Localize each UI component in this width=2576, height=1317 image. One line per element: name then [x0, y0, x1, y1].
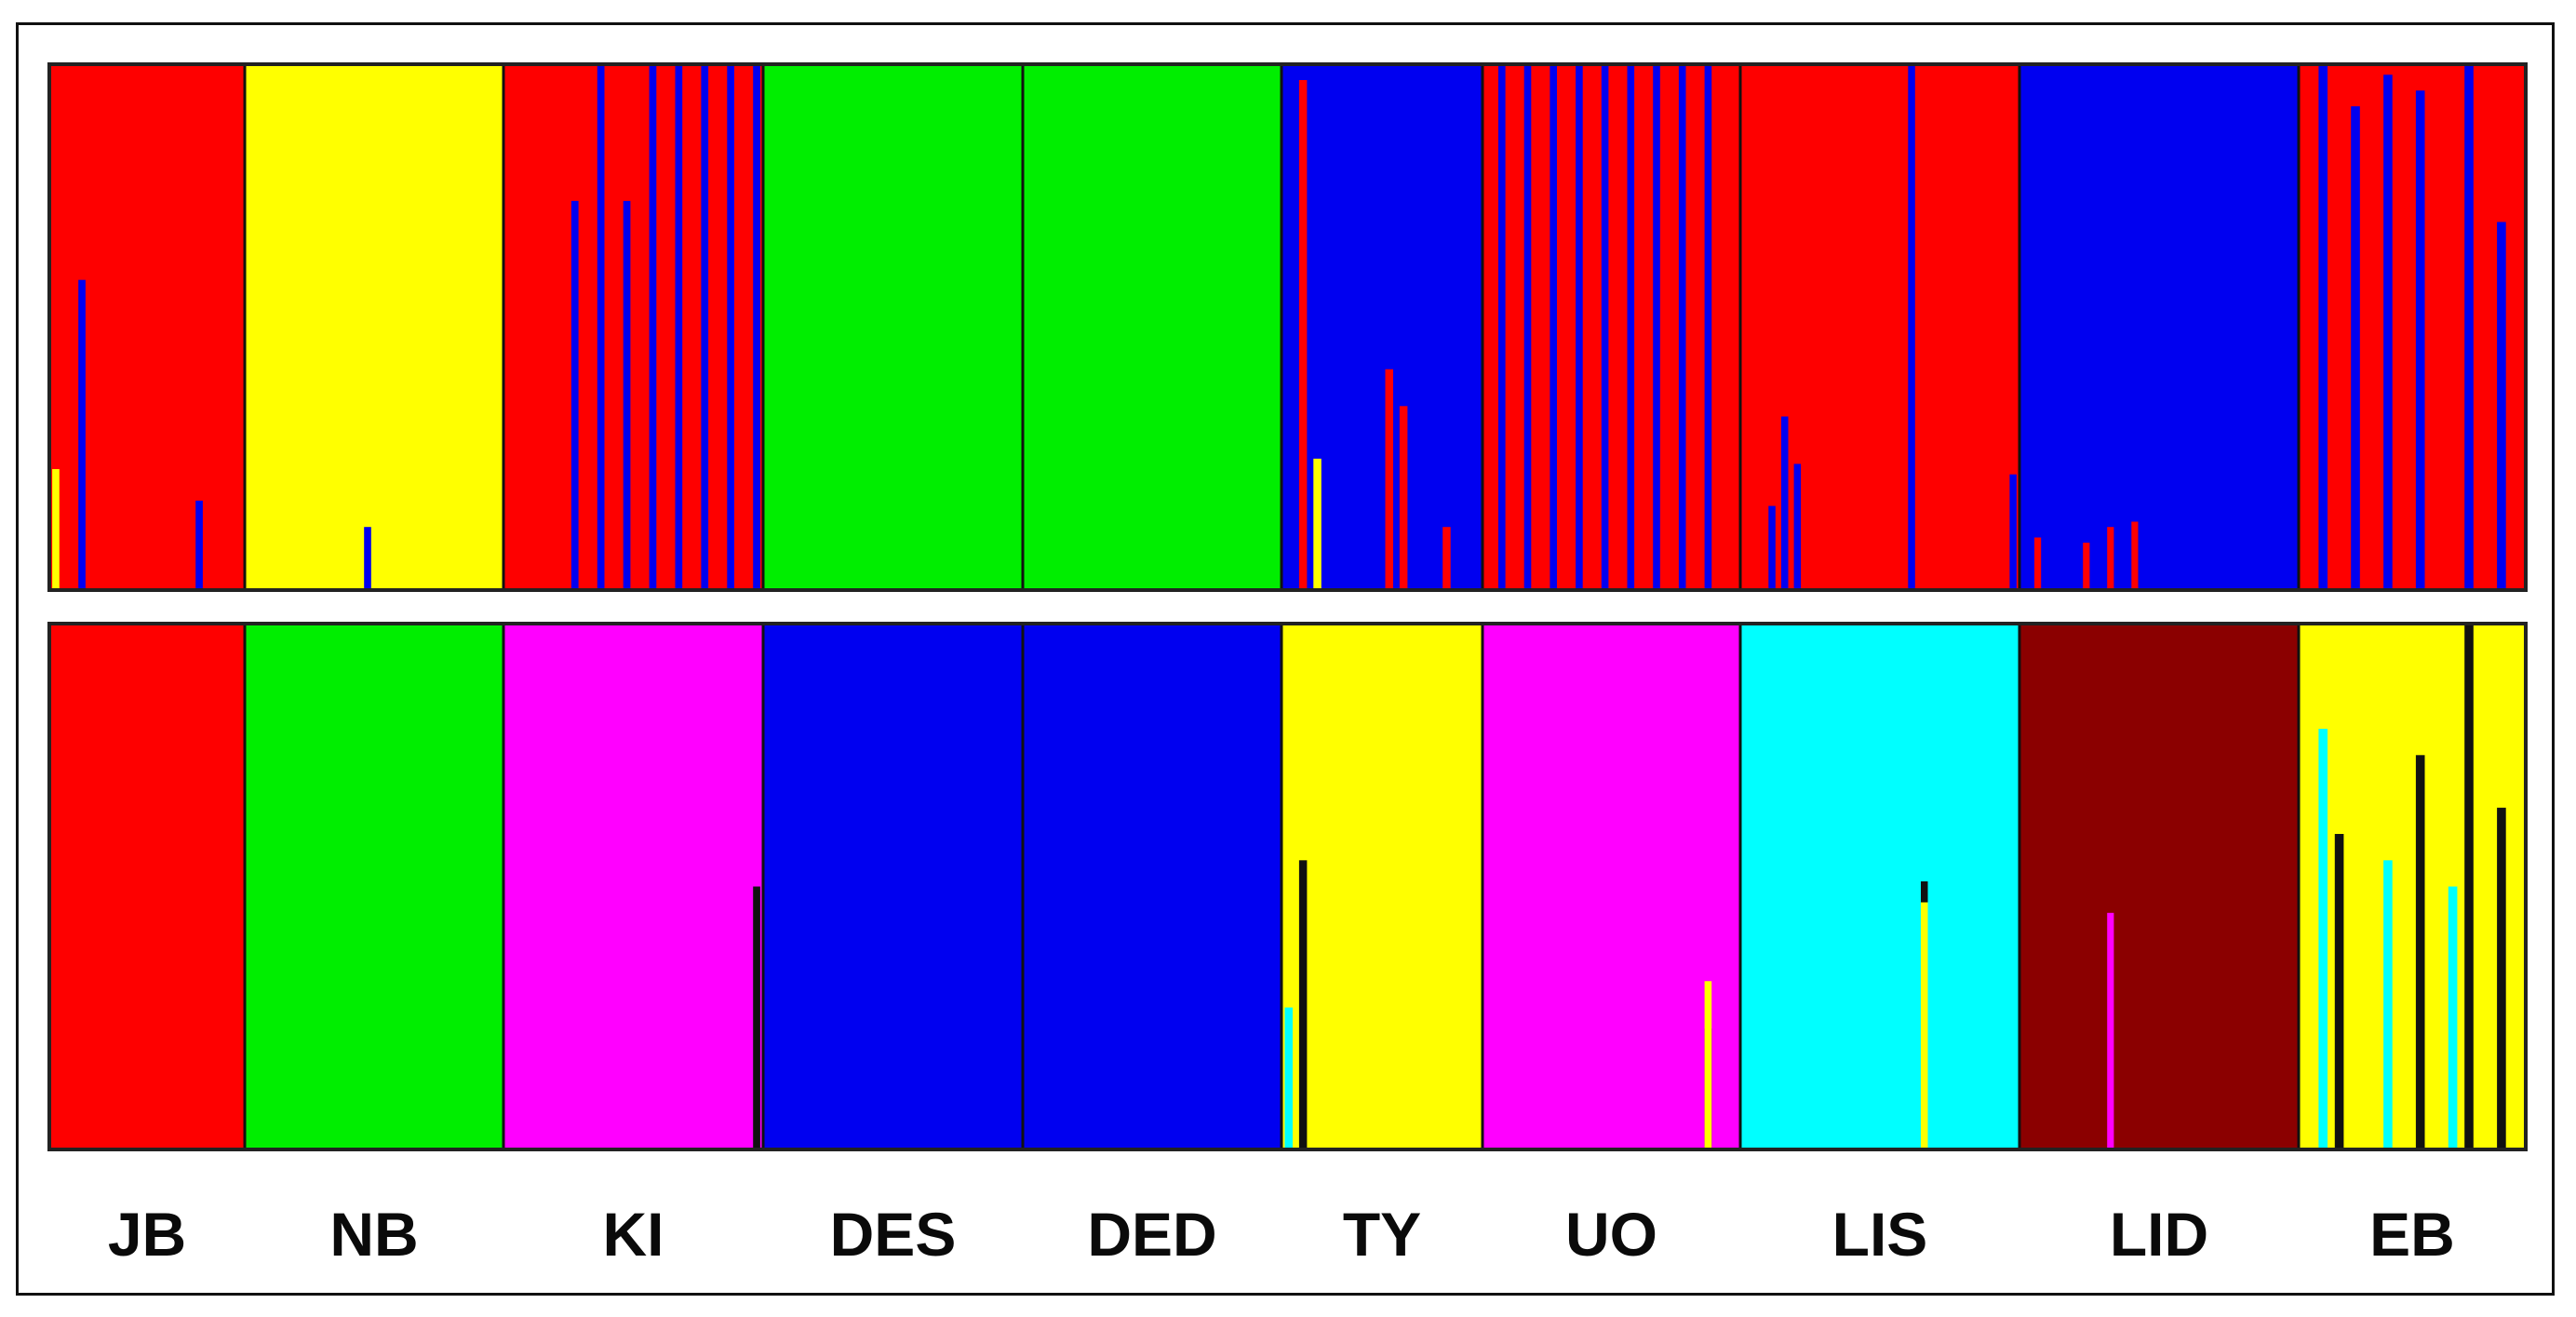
population-block-eb-k10: [2299, 624, 2526, 1149]
admixture-bar-ki-7-blue: [597, 64, 605, 590]
admixture-bar-ty-0-cyan: [1284, 1007, 1293, 1150]
admixture-bar-ki-9-blue: [623, 200, 631, 590]
admixture-bar-uo-17-blue: [1704, 64, 1712, 590]
population-block-eb-k4: [2299, 64, 2526, 590]
admixture-bar-uo-15-blue: [1678, 64, 1686, 590]
figure-frame: JB NB KI DES DED TY UO LIS LID EB: [16, 22, 2555, 1296]
admixture-bar-nb-9-blue: [364, 527, 371, 590]
pop-label-jb: JB: [108, 1200, 186, 1269]
population-labels: JB NB KI DES DED TY UO LIS LID EB: [108, 1200, 2455, 1269]
population-block-ded-k4: [1023, 64, 1281, 590]
population-block-lid-k4: [2019, 64, 2299, 590]
admixture-bar-lid-7-red: [2107, 527, 2114, 590]
pop-label-ded: DED: [1087, 1200, 1216, 1269]
pop-label-ki: KI: [603, 1200, 664, 1269]
pop-label-des: DES: [830, 1200, 957, 1269]
admixture-bar-eb-5-blue: [2383, 74, 2393, 591]
population-block-uo-k10: [1483, 624, 1740, 1149]
admixture-bar-ty-1-black: [1298, 860, 1308, 1150]
admixture-bar-uo-13-blue: [1653, 64, 1660, 590]
structure-plot: JB NB KI DES DED TY UO LIS LID EB: [47, 62, 2528, 1269]
admixture-bar-lid-9-red: [2131, 521, 2139, 590]
admixture-bar-eb-7-blue: [2415, 90, 2425, 591]
admixture-bar-jb-11-blue: [195, 500, 203, 590]
population-block-uo-k4: [1483, 64, 1740, 590]
admixture-bar-eb-12-blue: [2497, 222, 2506, 590]
admixture-bar-ki-11-blue: [649, 64, 657, 590]
admixture-bar-eb-2-black: [2334, 834, 2344, 1149]
pop-label-lid: LID: [2110, 1200, 2208, 1269]
admixture-bar-eb-12-black: [2497, 807, 2506, 1150]
population-block-des-k10: [763, 624, 1023, 1149]
admixture-bar-lis-3-blue: [1781, 416, 1789, 590]
admixture-bar-uo-11-blue: [1627, 64, 1635, 590]
admixture-bar-ki-19-blue: [753, 64, 760, 590]
admixture-bar-lis-14-yellow: [1921, 902, 1928, 1150]
panel-border: [47, 622, 2528, 1151]
structure-panel-k4: [47, 62, 2528, 592]
admixture-bar-lis-4-blue: [1793, 464, 1802, 590]
population-block-lid-k10: [2019, 624, 2299, 1149]
admixture-bar-ki-13-blue: [675, 64, 683, 590]
admixture-bar-ki-5-blue: [570, 200, 579, 590]
population-block-lis-k10: [1740, 624, 2019, 1149]
admixture-bar-eb-5-cyan: [2383, 860, 2393, 1150]
admixture-bar-eb-10-black: [2464, 624, 2474, 1149]
admixture-bar-lis-2-blue: [1768, 505, 1776, 590]
population-block-ki-k10: [503, 624, 763, 1149]
admixture-bar-uo-17-yellow: [1704, 981, 1712, 1149]
admixture-bar-ki-19-black: [753, 886, 760, 1149]
population-block-ty-k4: [1281, 64, 1483, 590]
admixture-bar-ty-8-red: [1399, 406, 1408, 591]
population-block-jb-k10: [49, 624, 245, 1149]
admixture-bar-lis-21-blue: [2009, 474, 2017, 590]
admixture-bar-eb-1-blue: [2318, 64, 2328, 590]
admixture-bar-eb-9-cyan: [2448, 886, 2458, 1149]
population-block-ded-k10: [1023, 624, 1281, 1149]
population-block-nb-k4: [245, 64, 503, 590]
population-block-des-k4: [763, 64, 1023, 590]
panel-border: [47, 62, 2528, 592]
admixture-bar-ty-1-red: [1298, 80, 1308, 590]
admixture-bar-ty-2-yellow: [1313, 458, 1322, 591]
pop-label-ty: TY: [1343, 1200, 1421, 1269]
admixture-bar-eb-7-black: [2415, 755, 2425, 1150]
admixture-bar-lid-1-red: [2034, 537, 2042, 590]
admixture-bar-eb-10-blue: [2464, 64, 2474, 590]
admixture-bar-ki-15-blue: [701, 64, 709, 590]
admixture-bar-uo-1-blue: [1498, 64, 1506, 590]
pop-label-lis: LIS: [1832, 1200, 1928, 1269]
admixture-bar-lid-7-magenta: [2107, 912, 2114, 1150]
population-block-ki-k4: [503, 64, 763, 590]
admixture-bar-uo-7-blue: [1576, 64, 1583, 590]
population-block-ty-k10: [1281, 624, 1483, 1149]
structure-panel-k10: [47, 622, 2528, 1151]
population-block-nb-k10: [245, 624, 503, 1149]
admixture-bar-ty-7-red: [1385, 369, 1393, 590]
pop-label-uo: UO: [1565, 1200, 1657, 1269]
admixture-bar-jb-2-blue: [78, 279, 86, 590]
admixture-bar-eb-1-cyan: [2318, 729, 2328, 1149]
admixture-bar-eb-3-blue: [2351, 106, 2360, 590]
admixture-bar-uo-3-blue: [1523, 64, 1532, 590]
admixture-bar-jb-0-yellow: [52, 469, 60, 590]
admixture-bar-uo-9-blue: [1601, 64, 1609, 590]
admixture-bar-uo-5-blue: [1550, 64, 1557, 590]
admixture-bar-lis-13-blue: [1908, 64, 1915, 590]
admixture-bar-ty-11-red: [1442, 527, 1451, 590]
admixture-bar-lid-5-red: [2083, 543, 2090, 590]
pop-label-nb: NB: [329, 1200, 418, 1269]
admixture-bar-ki-17-blue: [727, 64, 734, 590]
pop-label-eb: EB: [2369, 1200, 2455, 1269]
